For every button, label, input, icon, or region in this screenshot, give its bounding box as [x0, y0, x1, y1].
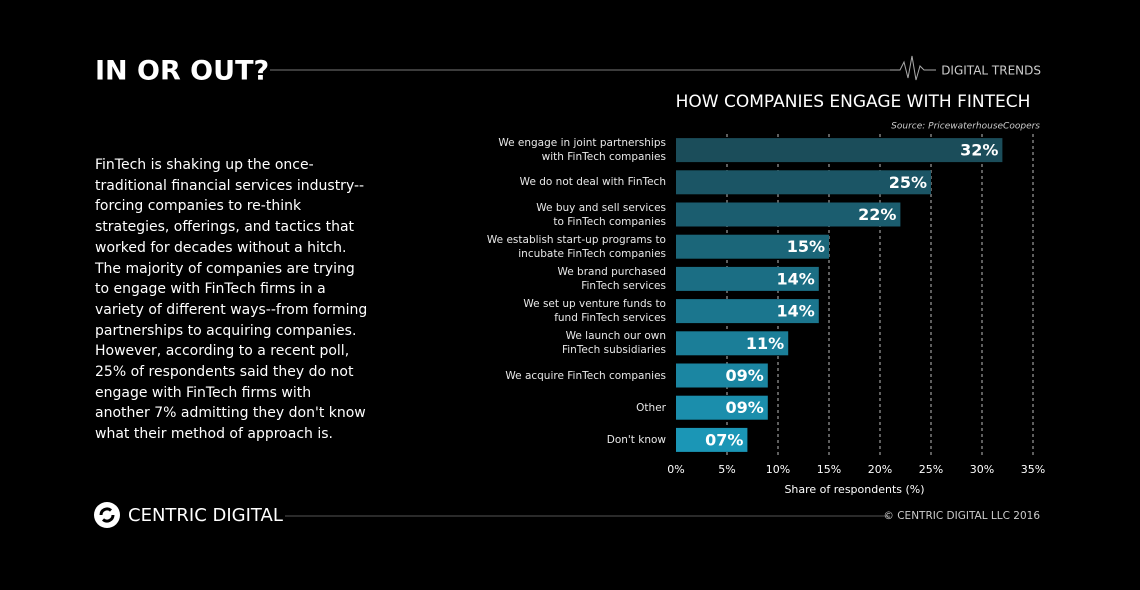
category-label: We set up venture funds to fund FinTech … — [523, 298, 666, 325]
logo-mark — [99, 507, 115, 523]
logo — [94, 502, 120, 528]
bar — [676, 138, 1003, 163]
category-label: We buy and sell services to FinTech comp… — [536, 201, 666, 228]
value-label: 11% — [746, 334, 784, 353]
value-label: 22% — [858, 205, 896, 224]
value-label: 14% — [777, 302, 815, 321]
value-label: 15% — [787, 237, 825, 256]
x-tick-label: 10% — [766, 463, 790, 476]
x-tick-label: 30% — [970, 463, 994, 476]
brand-name: CENTRIC DIGITAL — [128, 505, 283, 526]
category-label: We establish start-up programs to incuba… — [486, 233, 666, 260]
category-label: We brand purchased FinTech services — [557, 265, 666, 292]
category-label: We acquire FinTech companies — [505, 369, 666, 382]
value-label: 14% — [777, 269, 815, 288]
category-label: Don't know — [606, 433, 666, 446]
bar — [676, 266, 819, 291]
pulse-icon — [890, 55, 936, 81]
x-tick-label: 15% — [817, 463, 841, 476]
bar — [676, 395, 768, 420]
bar — [676, 170, 931, 195]
bar — [676, 234, 829, 259]
x-axis-label: Share of respondents (%) — [784, 483, 924, 496]
x-tick-label: 25% — [919, 463, 943, 476]
value-label: 09% — [726, 366, 764, 385]
page-title: IN OR OUT? — [95, 56, 269, 87]
bar — [676, 331, 789, 356]
copyright: © CENTRIC DIGITAL LLC 2016 — [883, 510, 1040, 522]
bar — [676, 202, 901, 227]
chart-title: HOW COMPANIES ENGAGE WITH FINTECH — [676, 92, 1031, 112]
x-tick-label: 35% — [1021, 463, 1045, 476]
bar — [676, 427, 748, 452]
category-label: We engage in joint partnerships with Fin… — [498, 137, 666, 164]
x-tick-label: 5% — [718, 463, 735, 476]
category-label: We do not deal with FinTech — [519, 176, 666, 189]
value-label: 25% — [889, 173, 927, 192]
section-label: DIGITAL TRENDS — [941, 64, 1041, 78]
x-tick-label: 20% — [868, 463, 892, 476]
x-tick-label: 0% — [667, 463, 684, 476]
category-label: Other — [636, 401, 666, 414]
intro-text: FinTech is shaking up the once-tradition… — [95, 157, 368, 443]
value-label: 07% — [705, 430, 743, 449]
value-label: 32% — [960, 141, 998, 160]
category-label: We launch our own FinTech subsidiaries — [561, 330, 666, 357]
chart-source: Source: PricewaterhouseCoopers — [891, 122, 1040, 132]
bar — [676, 363, 768, 388]
bar — [676, 299, 819, 324]
value-label: 09% — [726, 398, 764, 417]
